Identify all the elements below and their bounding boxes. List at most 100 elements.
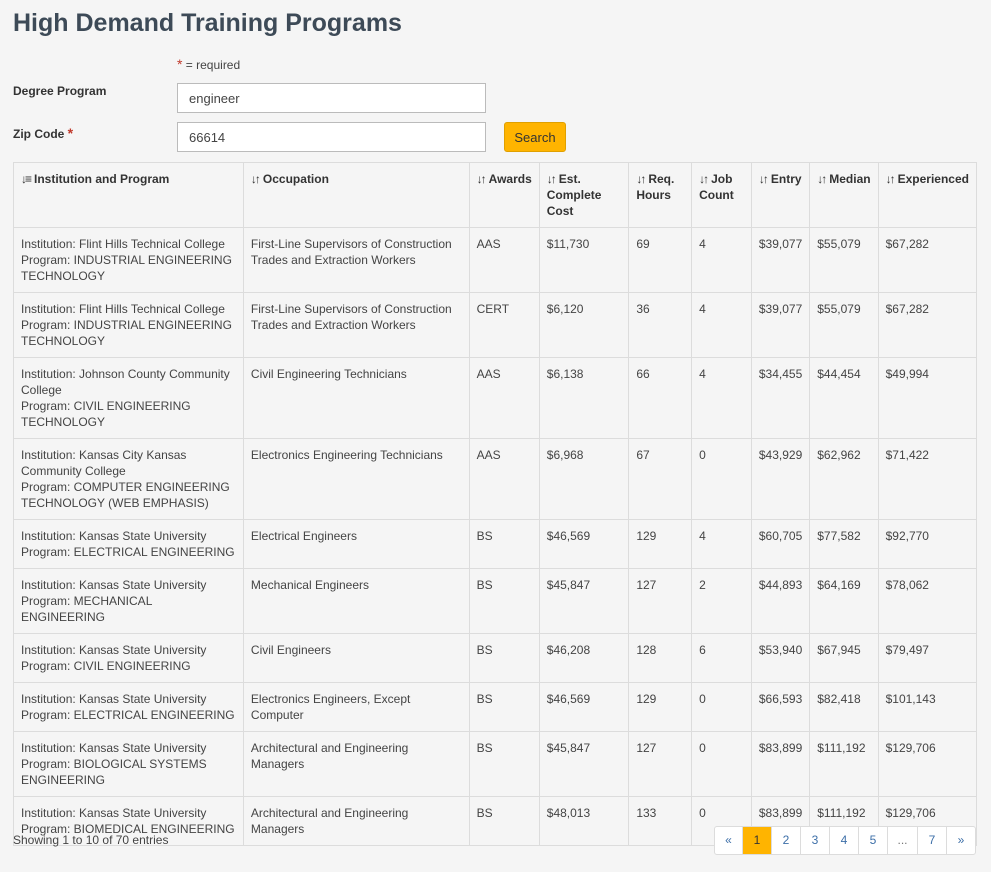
institution-text: Institution: Kansas City Kansas Communit… [21, 448, 187, 478]
cell-entry: $44,893 [750, 568, 811, 634]
cell-cost: $6,968 [538, 438, 630, 520]
cell-entry: $60,705 [750, 519, 811, 569]
column-header-label: Req. Hours [636, 172, 675, 202]
column-header-req-hours[interactable]: ↓↑ Req. Hours [628, 162, 693, 228]
cell-experienced: $101,143 [877, 682, 978, 732]
program-text: Program: ELECTRICAL ENGINEERING [21, 545, 235, 559]
program-text: Program: MECHANICAL ENGINEERING [21, 594, 152, 624]
column-header-est-complete-cost[interactable]: ↓↑ Est. Complete Cost [538, 162, 630, 228]
sort-icon: ↓↑ [250, 172, 261, 186]
program-text: Program: CIVIL ENGINEERING TECHNOLOGY [21, 399, 191, 429]
column-header-job-count[interactable]: ↓↑ Job Count [691, 162, 752, 228]
cell-median: $82,418 [809, 682, 879, 732]
sort-icon: ↓↑ [546, 172, 557, 186]
program-text: Program: CIVIL ENGINEERING [21, 659, 191, 673]
page-7[interactable]: 7 [918, 827, 947, 854]
page-ellipsis: ... [888, 827, 918, 854]
cell-median: $55,079 [809, 227, 879, 293]
program-text: Program: BIOMEDICAL ENGINEERING [21, 822, 235, 836]
institution-text: Institution: Flint Hills Technical Colle… [21, 302, 225, 316]
cell-occupation: First-Line Supervisors of Construction T… [242, 227, 470, 293]
cell-hours: 36 [628, 292, 693, 358]
column-header-label: Job Count [699, 172, 734, 202]
cell-institution-program: Institution: Flint Hills Technical Colle… [13, 292, 244, 358]
column-header-label: Median [829, 172, 871, 186]
degree-program-label: Degree Program [13, 84, 107, 98]
column-header-median[interactable]: ↓↑ Median [809, 162, 879, 228]
sort-icon: ↓↑ [885, 172, 896, 186]
cell-entry: $34,455 [750, 357, 811, 439]
sort-icon: ↓↑ [699, 172, 709, 186]
page-4[interactable]: 4 [830, 827, 859, 854]
cell-awards: BS [468, 568, 540, 634]
required-note: * = required [177, 56, 240, 72]
page-title: High Demand Training Programs [13, 9, 402, 37]
cell-occupation: Architectural and Engineering Managers [242, 731, 470, 797]
cell-occupation: Mechanical Engineers [242, 568, 470, 634]
cell-jobs: 4 [691, 519, 752, 569]
table-header-row: ↓≡ Institution and Program ↓↑ Occupation ↓↑ A… [13, 162, 978, 228]
sort-ascending-icon: ↓≡ [21, 172, 32, 186]
cell-cost: $48,013 [538, 796, 630, 846]
cell-hours: 127 [628, 731, 693, 797]
program-text: Program: INDUSTRIAL ENGINEERING TECHNOLO… [21, 253, 232, 283]
table-row: Institution: Kansas State University Prog… [13, 568, 978, 634]
institution-text: Institution: Kansas State University [21, 806, 207, 820]
page-3[interactable]: 3 [801, 827, 830, 854]
next-page-button[interactable]: » [957, 833, 965, 847]
zip-required-star: * [67, 125, 74, 141]
cell-occupation: Electrical Engineers [242, 519, 470, 569]
column-header-experienced[interactable]: ↓↑ Experienced [877, 162, 978, 228]
zip-code-label: Zip Code * [13, 125, 73, 141]
zip-code-label-text: Zip Code [13, 127, 65, 141]
cell-awards: BS [468, 633, 540, 683]
cell-median: $44,454 [809, 357, 879, 439]
cell-occupation: Civil Engineers [242, 633, 470, 683]
cell-occupation: Architectural and Engineering Managers [242, 796, 470, 846]
column-header-institution-program[interactable]: ↓≡ Institution and Program [13, 162, 244, 228]
cell-entry: $39,077 [750, 227, 811, 293]
cell-institution-program: Institution: Kansas State University Prog… [13, 796, 244, 846]
institution-text: Institution: Johnson County Community Co… [21, 367, 230, 397]
cell-experienced: $129,706 [877, 731, 978, 797]
previous-page-button[interactable]: « [715, 827, 743, 854]
cell-jobs: 4 [691, 292, 752, 358]
table-row: Institution: Kansas State University Prog… [13, 519, 978, 569]
cell-experienced: $67,282 [877, 292, 978, 358]
cell-median: $64,169 [809, 568, 879, 634]
cell-cost: $11,730 [538, 227, 630, 293]
cell-cost: $45,847 [538, 568, 630, 634]
cell-median: $62,962 [809, 438, 879, 520]
cell-experienced: $49,994 [877, 357, 978, 439]
cell-median: $67,945 [809, 633, 879, 683]
table-row: Institution: Kansas City Kansas Communit… [13, 438, 978, 520]
cell-entry: $53,940 [750, 633, 811, 683]
institution-text: Institution: Kansas State University [21, 741, 207, 755]
zip-code-input[interactable] [177, 122, 486, 152]
cell-awards: AAS [468, 357, 540, 439]
table-row: Institution: Flint Hills Technical Colle… [13, 227, 978, 293]
page-1[interactable]: 1 [743, 827, 772, 854]
cell-jobs: 4 [691, 227, 752, 293]
page-5[interactable]: 5 [859, 827, 888, 854]
degree-program-input[interactable] [177, 83, 486, 113]
program-text: Program: INDUSTRIAL ENGINEERING TECHNOLO… [21, 318, 232, 348]
cell-cost: $45,847 [538, 731, 630, 797]
search-button[interactable]: Search [504, 122, 566, 152]
table-row: Institution: Kansas State University Prog… [13, 731, 978, 797]
column-header-occupation[interactable]: ↓↑ Occupation [242, 162, 470, 228]
column-header-awards[interactable]: ↓↑ Awards [468, 162, 540, 228]
column-header-label: Entry [770, 172, 802, 186]
column-header-label: Experienced [897, 172, 969, 186]
page-2[interactable]: 2 [772, 827, 801, 854]
cell-institution-program: Institution: Kansas State University Prog… [13, 731, 244, 797]
table-row: Institution: Kansas State University Prog… [13, 682, 978, 732]
column-header-entry[interactable]: ↓↑ Entry [750, 162, 811, 228]
cell-experienced: $78,062 [877, 568, 978, 634]
cell-institution-program: Institution: Kansas State University Prog… [13, 519, 244, 569]
cell-institution-program: Institution: Flint Hills Technical Colle… [13, 227, 244, 293]
cell-institution-program: Institution: Johnson County Community Co… [13, 357, 244, 439]
cell-jobs: 2 [691, 568, 752, 634]
cell-hours: 66 [628, 357, 693, 439]
